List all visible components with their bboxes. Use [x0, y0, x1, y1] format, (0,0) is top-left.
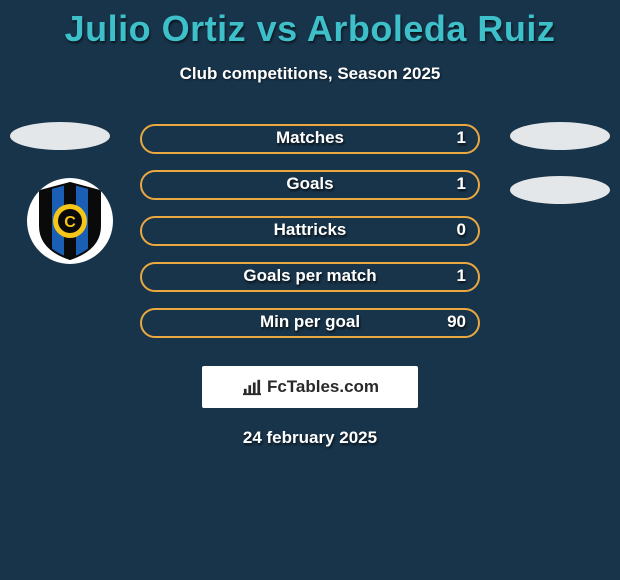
watermark-text: FcTables.com	[267, 377, 379, 397]
stat-row: Hattricks0	[0, 214, 620, 260]
stat-value: 90	[447, 312, 466, 332]
stat-row: Min per goal90	[0, 306, 620, 352]
bar-chart-icon	[241, 378, 263, 396]
page-title: Julio Ortiz vs Arboleda Ruiz	[0, 0, 620, 50]
stat-row: Goals1	[0, 168, 620, 214]
stats-container: Matches1Goals1Hattricks0Goals per match1…	[0, 122, 620, 352]
subtitle: Club competitions, Season 2025	[0, 64, 620, 84]
date-label: 24 february 2025	[0, 428, 620, 448]
stat-row: Goals per match1	[0, 260, 620, 306]
stat-value: 0	[457, 220, 466, 240]
stat-label: Goals per match	[0, 266, 620, 286]
stat-label: Min per goal	[0, 312, 620, 332]
stat-label: Goals	[0, 174, 620, 194]
stat-value: 1	[457, 266, 466, 286]
stat-value: 1	[457, 128, 466, 148]
stat-row: Matches1	[0, 122, 620, 168]
stat-label: Matches	[0, 128, 620, 148]
watermark: FcTables.com	[202, 366, 418, 408]
stat-label: Hattricks	[0, 220, 620, 240]
stat-value: 1	[457, 174, 466, 194]
